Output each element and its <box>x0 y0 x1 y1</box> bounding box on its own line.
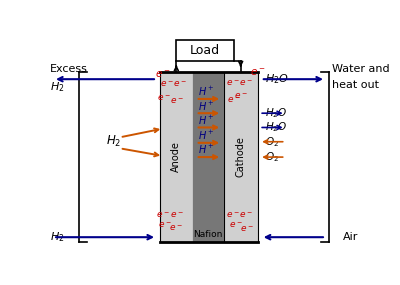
Text: $e^-$: $e^-$ <box>226 79 240 88</box>
Text: $e^-$: $e^-$ <box>229 220 243 230</box>
Text: Air: Air <box>343 232 358 242</box>
Text: $H_2$: $H_2$ <box>106 134 121 149</box>
Text: Cathode: Cathode <box>236 136 246 177</box>
Text: $e^-$: $e^-$ <box>173 80 187 89</box>
Text: $e^-$: $e^-$ <box>160 80 174 89</box>
Text: $e^-$: $e^-$ <box>227 95 240 105</box>
Text: $e^-$: $e^-$ <box>234 91 248 101</box>
Text: $e^-$: $e^-$ <box>169 224 182 233</box>
Text: $e^-$: $e^-$ <box>239 79 253 88</box>
Text: $H_2$: $H_2$ <box>50 230 64 244</box>
Text: heat out: heat out <box>332 80 379 90</box>
Bar <box>224 72 258 242</box>
Text: Anode: Anode <box>171 141 181 172</box>
Text: $e^-$: $e^-$ <box>170 96 183 106</box>
Text: Load: Load <box>190 44 220 57</box>
Text: $e^-$: $e^-$ <box>240 224 254 234</box>
Text: $e^-$: $e^-$ <box>158 220 172 230</box>
Text: $H_2O$: $H_2O$ <box>266 121 288 134</box>
Text: $e^-$: $e^-$ <box>250 67 266 78</box>
Text: $O_2$: $O_2$ <box>266 135 280 149</box>
Text: $e^-$: $e^-$ <box>226 210 240 220</box>
Text: $H^+$: $H^+$ <box>198 114 215 127</box>
Text: $H^+$: $H^+$ <box>198 99 215 113</box>
Text: Excess: Excess <box>50 64 88 74</box>
Text: $e^-$: $e^-$ <box>157 93 171 103</box>
Text: $H^+$: $H^+$ <box>198 85 215 98</box>
Text: $H_2O$: $H_2O$ <box>266 106 288 120</box>
Bar <box>176 40 234 60</box>
Text: Water and: Water and <box>332 64 390 74</box>
Bar <box>160 72 193 242</box>
Text: $H^+$: $H^+$ <box>198 143 215 156</box>
Text: $e^-$: $e^-$ <box>156 210 170 220</box>
Text: $e^-$: $e^-$ <box>154 69 170 80</box>
Text: $H^+$: $H^+$ <box>198 129 215 142</box>
Text: $e^-$: $e^-$ <box>239 210 253 220</box>
Text: $H_2O$: $H_2O$ <box>266 72 289 86</box>
Text: Nafion: Nafion <box>194 230 223 239</box>
Text: $O_2$: $O_2$ <box>266 150 280 164</box>
Text: $H_2$: $H_2$ <box>50 80 64 94</box>
Bar <box>193 72 224 242</box>
Text: $e^-$: $e^-$ <box>170 210 183 220</box>
